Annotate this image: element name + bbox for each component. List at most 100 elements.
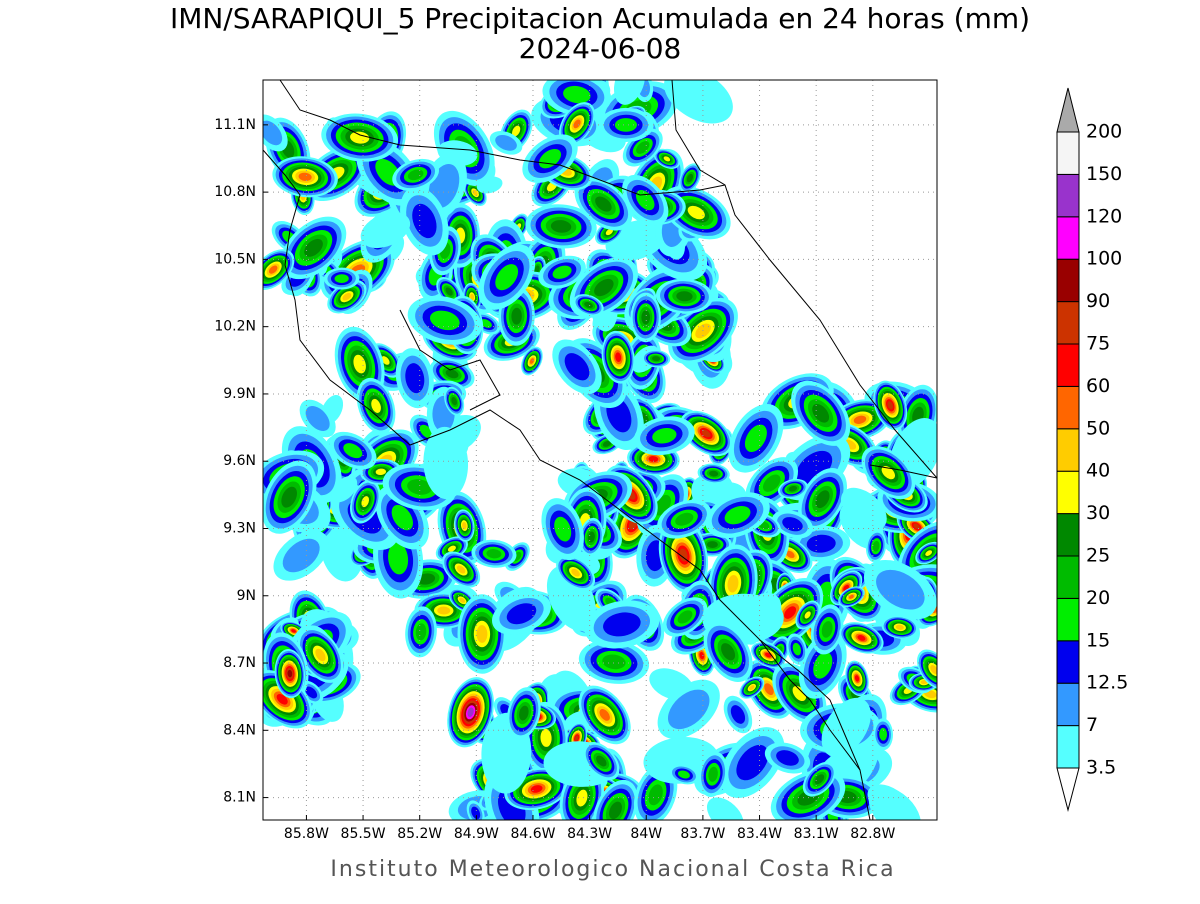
lat-tick-label: 9.6N [223,453,256,469]
precip-blob [305,686,318,699]
colorbar-label: 30 [1086,502,1110,524]
lat-tick-label: 9.3N [223,520,256,536]
precip-blob [599,709,610,721]
colorbar-box [1056,640,1080,684]
colorbar-box [1056,258,1080,303]
precip-blob [853,415,867,424]
precip-blob [701,429,711,438]
title: IMN/SARAPIQUI_5 Precipitacion Acumulada … [170,2,1030,35]
colorbar-label: 200 [1086,121,1122,143]
colorbar-label: 3.5 [1086,757,1116,779]
colorbar-box [1056,682,1080,727]
precip-blob [887,401,894,410]
precip-blob [792,642,802,656]
lon-tick-label: 83.7W [680,826,725,842]
colorbar-label: 50 [1086,417,1110,439]
lon-tick-label: 83.1W [794,826,839,842]
colorbar-label: 7 [1086,714,1098,736]
precip-blob [840,487,887,531]
colorbar: 3.5 7 12.5 15 20 25 30 40 50 60 75 90 100 120 150 200 [1056,87,1128,812]
colorbar-box [1056,725,1080,769]
colorbar-label: 120 [1086,205,1122,227]
precip-blob [472,189,478,196]
lon-tick-label: 84.6W [510,826,555,842]
precip-blob [749,685,755,691]
colorbar-box [1056,343,1080,387]
precip-blob [287,669,293,678]
colorbar-box [1056,555,1080,599]
precip-blob [724,506,751,525]
colorbar-label: 75 [1086,333,1110,355]
precip-blob [872,540,880,552]
colorbar-label: 40 [1086,460,1110,482]
colorbar-box [1056,385,1080,430]
precip-blob [315,648,326,662]
precip-blob [804,611,811,619]
precip-blob [467,707,474,717]
colorbar-box [1056,131,1080,175]
lon-tick-label: 85.5W [341,826,386,842]
precip-blob [652,427,677,444]
colorbar-box [1056,216,1080,260]
lat-tick-label: 9N [237,588,256,604]
lon-tick-label: 85.8W [284,826,329,842]
precip-blob [519,705,529,721]
precip-blob [276,694,288,705]
precip-blob [848,594,855,599]
precip-blob [282,538,320,573]
colorbar-label: 25 [1086,545,1110,567]
precip-blob [641,310,651,325]
precip-blob [727,575,739,593]
precip-blob [530,785,543,793]
colorbar-label: 15 [1086,629,1110,651]
colorbar-label: 100 [1086,248,1122,270]
colorbar-label: 150 [1086,163,1122,185]
precip-blob [857,635,866,641]
colorbar-box [1056,597,1080,642]
precip-blob [925,550,933,556]
lat-tick-label: 8.7N [223,655,256,671]
lat-tick-label: 11.1N [214,117,256,133]
lat-tick-label: 8.4N [223,722,256,738]
lat-tick-label: 9.9N [223,386,256,402]
lat-tick-label: 8.1N [223,790,256,806]
precip-blob [930,665,937,674]
colorbar-box [1056,513,1080,557]
precip-blob [764,683,774,696]
precip-blob [762,474,781,492]
colorbar-label: 20 [1086,587,1110,609]
precip-blob [788,485,798,492]
precip-blob [675,512,694,526]
lon-tick-label: 84W [630,826,662,842]
colorbar-box [1056,428,1080,472]
lon-tick-label: 84.3W [567,826,612,842]
precip-blob [540,728,552,747]
lon-tick-label: 85.2W [397,826,442,842]
precip-blob [602,440,612,447]
colorbar-over [1056,87,1080,133]
precip-blob [784,606,797,619]
footer: Instituto Meteorologico Nacional Costa R… [330,857,895,882]
precip-blob [876,569,925,610]
precip-blob [291,629,296,633]
precip-blob [785,550,795,559]
precip-blob [812,403,830,423]
lon-tick-label: 82.8W [850,826,895,842]
precip-blob [744,424,767,453]
precip-blob [821,621,833,638]
date: 2024-06-08 [519,32,682,65]
precip-blob [881,465,895,480]
colorbar-under [1056,767,1080,812]
precip-blob [471,806,481,820]
precip-blob [895,624,904,630]
precip-blob [576,789,588,807]
precip-blob [699,651,705,660]
precip-blob [813,651,833,679]
precip-field [263,80,937,820]
colorbar-box [1056,173,1080,218]
precip-blob [806,534,836,553]
colorbar-box [1056,301,1080,345]
lat-tick-label: 10.8N [214,184,256,200]
precip-blob [913,523,920,530]
